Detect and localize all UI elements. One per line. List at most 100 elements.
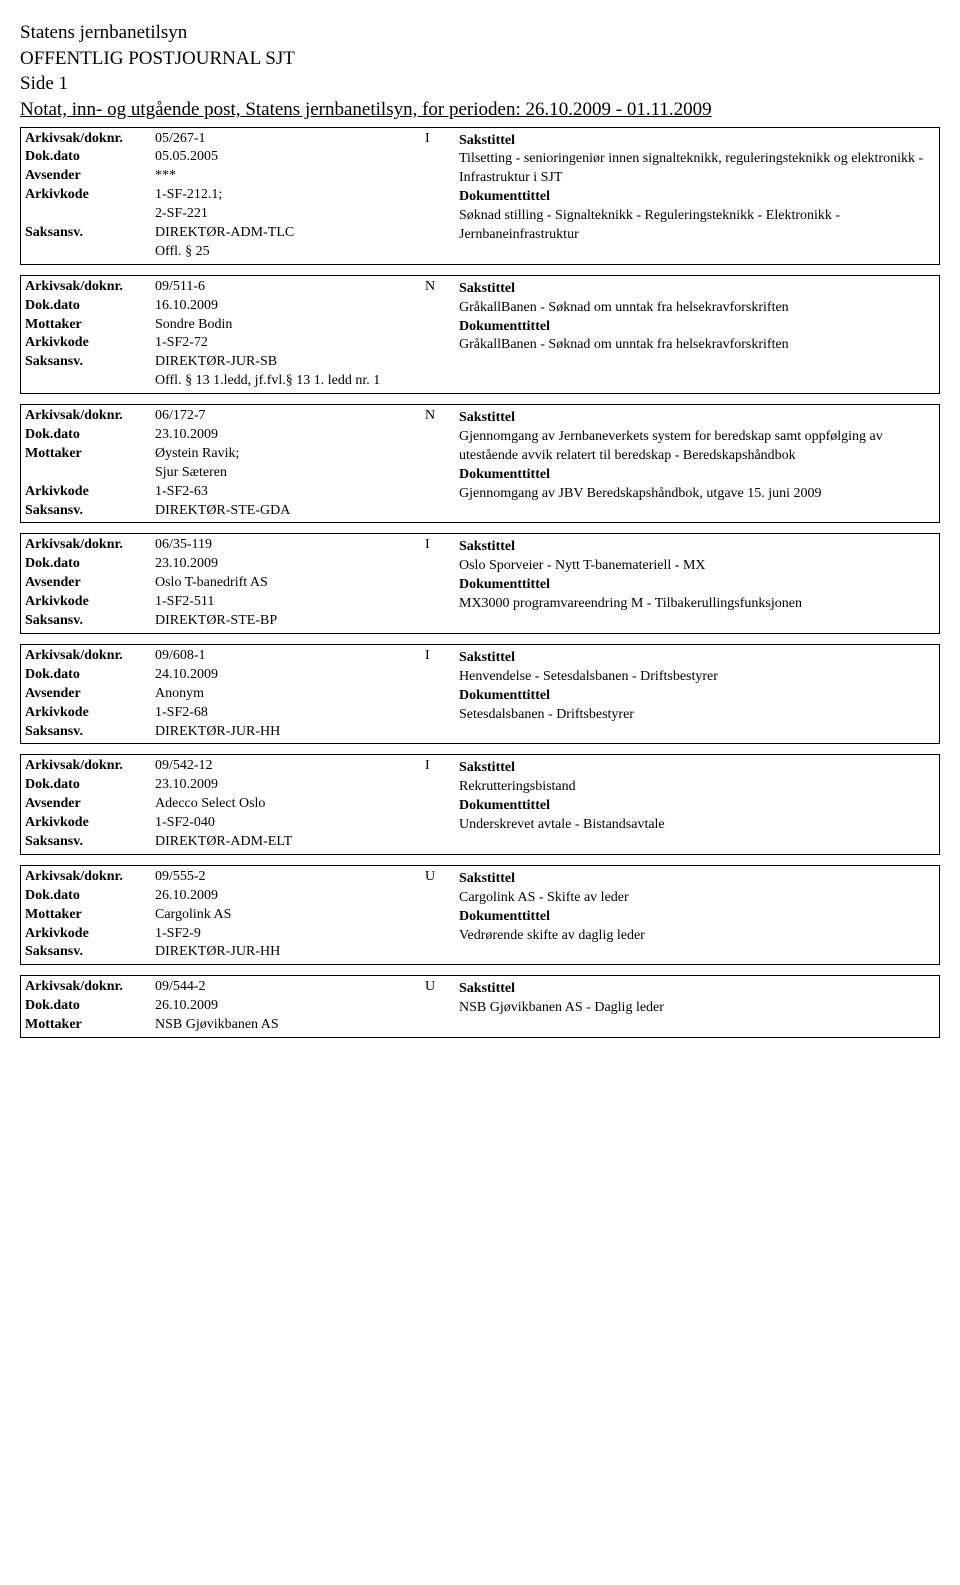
label-arkivsak: Arkivsak/doknr. xyxy=(25,978,155,997)
value-sakstittel: Tilsetting - senioringeniør innen signal… xyxy=(459,150,931,188)
value-arkivkode: 1-SF2-511 xyxy=(155,593,425,612)
value-sakstittel: Cargolink AS - Skifte av leder xyxy=(459,889,931,908)
label-arkivsak: Arkivsak/doknr. xyxy=(25,757,155,776)
label-dokdato: Dok.dato xyxy=(25,666,155,685)
value-doknr: 09/542-12 xyxy=(155,757,425,776)
value-saksansv: DIREKTØR-ADM-ELT xyxy=(155,833,425,852)
label-saksansv: Saksansv. xyxy=(25,353,155,391)
value-sakstittel: Gjennomgang av Jernbaneverkets system fo… xyxy=(459,428,931,466)
value-arkivkode: 1-SF2-63 xyxy=(155,483,425,502)
label-party: Mottaker xyxy=(25,1016,155,1035)
label-arkivkode: Arkivkode xyxy=(25,814,155,833)
value-dokumenttittel: Underskrevet avtale - Bistandsavtale xyxy=(459,816,931,835)
label-sakstittel: Sakstittel xyxy=(459,760,515,775)
value-doknr: 06/172-7 xyxy=(155,407,425,426)
label-arkivkode: Arkivkode xyxy=(25,593,155,612)
value-saksansv: DIREKTØR-STE-BP xyxy=(155,612,425,631)
value-doknr: 06/35-119 xyxy=(155,536,425,555)
value-dokumenttittel: GråkallBanen - Søknad om unntak fra hels… xyxy=(459,336,931,355)
journal-entry: Arkivsak/doknr.09/608-1IDok.dato24.10.20… xyxy=(20,644,940,744)
label-arkivsak: Arkivsak/doknr. xyxy=(25,536,155,555)
value-doknr: 09/555-2 xyxy=(155,868,425,887)
value-party: Øystein Ravik; Sjur Sæteren xyxy=(155,445,425,483)
value-doknr: 05/267-1 xyxy=(155,130,425,149)
value-saksansv: DIREKTØR-STE-GDA xyxy=(155,502,425,521)
label-arkivkode: Arkivkode xyxy=(25,704,155,723)
value-saksansv: DIREKTØR-JUR-SB Offl. § 13 1.ledd, jf.fv… xyxy=(155,353,425,391)
value-arkivkode: 1-SF2-9 xyxy=(155,925,425,944)
value-saksansv: DIREKTØR-ADM-TLC Offl. § 25 xyxy=(155,224,425,262)
page-number: Side 1 xyxy=(20,71,940,97)
label-saksansv: Saksansv. xyxy=(25,833,155,852)
label-arkivsak: Arkivsak/doknr. xyxy=(25,647,155,666)
label-dokumenttittel: Dokumenttittel xyxy=(459,189,550,204)
label-sakstittel: Sakstittel xyxy=(459,871,515,886)
label-party: Avsender xyxy=(25,574,155,593)
value-dokdato: 26.10.2009 xyxy=(155,887,425,906)
value-dokumenttittel: MX3000 programvareendring M - Tilbakerul… xyxy=(459,595,931,614)
value-arkivkode: 1-SF2-68 xyxy=(155,704,425,723)
label-party: Avsender xyxy=(25,167,155,186)
value-dokdato: 23.10.2009 xyxy=(155,426,425,445)
value-saksansv: DIREKTØR-JUR-HH xyxy=(155,723,425,742)
label-sakstittel: Sakstittel xyxy=(459,410,515,425)
journal-entry: Arkivsak/doknr.05/267-1IDok.dato05.05.20… xyxy=(20,127,940,265)
label-sakstittel: Sakstittel xyxy=(459,650,515,665)
label-sakstittel: Sakstittel xyxy=(459,133,515,148)
label-arkivkode: Arkivkode xyxy=(25,925,155,944)
value-party: Anonym xyxy=(155,685,425,704)
label-party: Avsender xyxy=(25,795,155,814)
label-dokumenttittel: Dokumenttittel xyxy=(459,909,550,924)
label-dokdato: Dok.dato xyxy=(25,776,155,795)
label-saksansv: Saksansv. xyxy=(25,612,155,631)
label-dokdato: Dok.dato xyxy=(25,426,155,445)
value-type: I xyxy=(425,130,455,149)
label-dokumenttittel: Dokumenttittel xyxy=(459,798,550,813)
journal-entry: Arkivsak/doknr.09/542-12IDok.dato23.10.2… xyxy=(20,754,940,854)
journal-entry: Arkivsak/doknr.09/555-2UDok.dato26.10.20… xyxy=(20,865,940,965)
label-dokdato: Dok.dato xyxy=(25,297,155,316)
value-party: Adecco Select Oslo xyxy=(155,795,425,814)
value-doknr: 09/608-1 xyxy=(155,647,425,666)
value-doknr: 09/544-2 xyxy=(155,978,425,997)
label-saksansv: Saksansv. xyxy=(25,224,155,262)
period-subtitle: Notat, inn- og utgående post, Statens je… xyxy=(20,97,940,123)
label-sakstittel: Sakstittel xyxy=(459,981,515,996)
value-arkivkode: 1-SF2-72 xyxy=(155,334,425,353)
label-party: Mottaker xyxy=(25,445,155,483)
journal-entry: Arkivsak/doknr.09/511-6NDok.dato16.10.20… xyxy=(20,275,940,394)
value-arkivkode: 1-SF-212.1; 2-SF-221 xyxy=(155,186,425,224)
value-dokumenttittel: Setesdalsbanen - Driftsbestyrer xyxy=(459,706,931,725)
value-sakstittel: GråkallBanen - Søknad om unntak fra hels… xyxy=(459,299,931,318)
label-dokumenttittel: Dokumenttittel xyxy=(459,319,550,334)
value-party: Cargolink AS xyxy=(155,906,425,925)
value-type: I xyxy=(425,757,455,776)
value-sakstittel: Rekrutteringsbistand xyxy=(459,778,931,797)
value-party: Oslo T-banedrift AS xyxy=(155,574,425,593)
label-arkivkode: Arkivkode xyxy=(25,186,155,224)
value-sakstittel: Henvendelse - Setesdalsbanen - Driftsbes… xyxy=(459,668,931,687)
label-dokumenttittel: Dokumenttittel xyxy=(459,688,550,703)
value-dokdato: 16.10.2009 xyxy=(155,297,425,316)
label-party: Mottaker xyxy=(25,316,155,335)
value-doknr: 09/511-6 xyxy=(155,278,425,297)
label-arkivsak: Arkivsak/doknr. xyxy=(25,868,155,887)
label-dokdato: Dok.dato xyxy=(25,887,155,906)
label-saksansv: Saksansv. xyxy=(25,723,155,742)
entries-list: Arkivsak/doknr.05/267-1IDok.dato05.05.20… xyxy=(20,127,940,1039)
value-party: NSB Gjøvikbanen AS xyxy=(155,1016,425,1035)
label-dokdato: Dok.dato xyxy=(25,555,155,574)
value-dokdato: 05.05.2005 xyxy=(155,148,425,167)
value-sakstittel: NSB Gjøvikbanen AS - Daglig leder xyxy=(459,999,931,1018)
value-party: Sondre Bodin xyxy=(155,316,425,335)
label-arkivkode: Arkivkode xyxy=(25,334,155,353)
label-party: Mottaker xyxy=(25,906,155,925)
label-party: Avsender xyxy=(25,685,155,704)
journal-entry: Arkivsak/doknr.06/172-7NDok.dato23.10.20… xyxy=(20,404,940,523)
label-arkivkode: Arkivkode xyxy=(25,483,155,502)
label-sakstittel: Sakstittel xyxy=(459,281,515,296)
value-dokumenttittel: Vedrørende skifte av daglig leder xyxy=(459,927,931,946)
value-dokdato: 23.10.2009 xyxy=(155,555,425,574)
value-sakstittel: Oslo Sporveier - Nytt T-banemateriell - … xyxy=(459,557,931,576)
journal-title: OFFENTLIG POSTJOURNAL SJT xyxy=(20,46,940,72)
